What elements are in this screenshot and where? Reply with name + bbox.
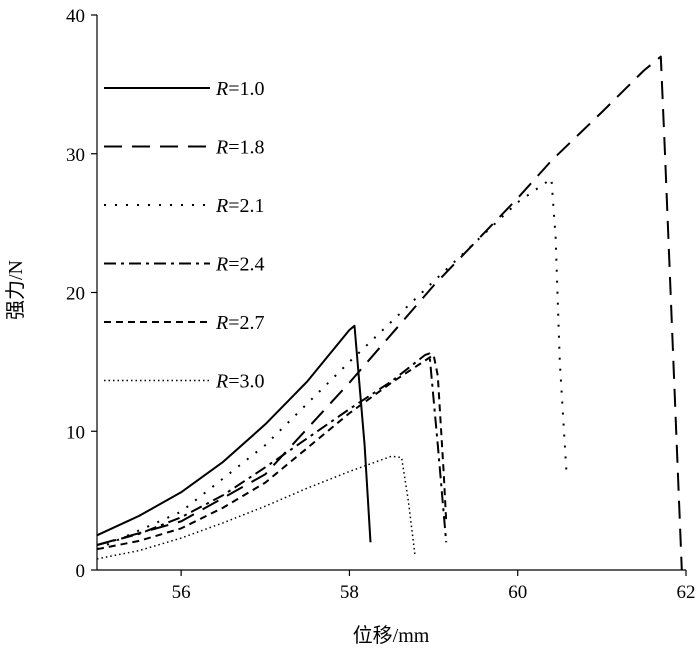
legend-label: R=1.8 [215,137,265,159]
series-line [96,455,416,560]
legend-label: R=2.4 [215,254,265,276]
series-line [96,353,448,551]
y-tick-label: 0 [76,561,86,582]
y-tick-label: 30 [66,145,85,166]
legend-label: R=2.7 [215,312,265,334]
axes [91,14,687,576]
x-tick-label: 62 [677,582,696,603]
legend-label: R=2.1 [215,195,265,217]
x-axis-title: 位移/mm [353,624,430,647]
legend: R=1.0 R=1.8 R=2.1 R=2.4 R=2.7 R=3.0 [104,78,265,393]
y-axis-title: 强力/N [4,260,27,320]
series-line [96,352,448,546]
series-line [96,55,683,571]
y-tick-label: 20 [66,284,85,305]
series-line [96,177,568,551]
series-line [96,324,372,543]
x-tick-label: 56 [172,582,191,603]
x-tick-label: 58 [340,582,359,603]
legend-label: R=3.0 [215,371,265,393]
tick-labels: 0 10 20 30 40 56 58 60 62 [66,6,696,603]
x-tick-label: 60 [508,582,527,603]
series-lines [96,55,683,571]
y-tick-label: 10 [66,422,85,443]
y-tick-label: 40 [66,6,85,27]
legend-label: R=1.0 [215,78,265,100]
